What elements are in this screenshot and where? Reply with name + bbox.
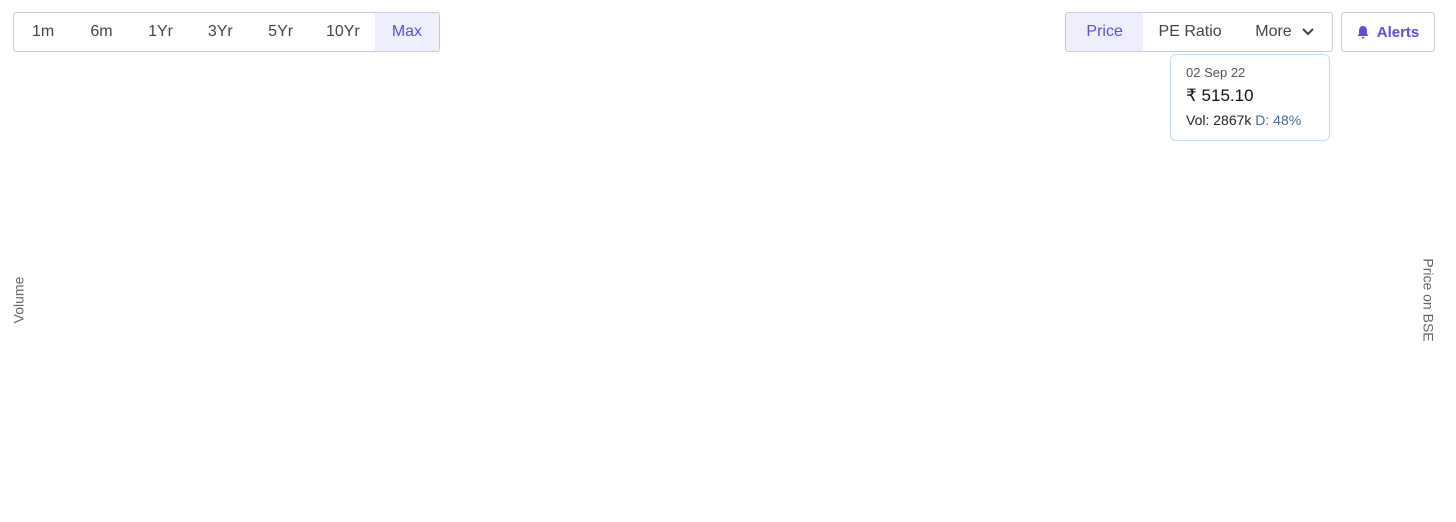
range-button[interactable]: 1Yr bbox=[148, 23, 173, 40]
tooltip-delivery-label: D: bbox=[1255, 112, 1270, 128]
view-button[interactable]: PE Ratio bbox=[1158, 23, 1222, 40]
tooltip-delivery: 48% bbox=[1273, 112, 1302, 128]
range-button[interactable]: 10Yr bbox=[325, 23, 360, 40]
alerts-label: Alerts bbox=[1376, 23, 1420, 41]
view-group: Price PE Ratio More 01002003004005006000… bbox=[1065, 12, 1333, 52]
range-group: 1m 6m 1Yr 3Yr 5Yr 10Yr Max bbox=[13, 12, 440, 52]
tooltip-price: ₹ 515.10 bbox=[1186, 86, 1254, 105]
range-button[interactable]: Max bbox=[374, 13, 439, 51]
y-axis-title: Volume bbox=[11, 276, 27, 323]
range-button[interactable]: 6m bbox=[90, 23, 113, 40]
tooltip-date: 02 Sep 22 bbox=[1186, 65, 1246, 80]
range-button[interactable]: 5Yr bbox=[268, 23, 294, 40]
range-button[interactable]: 1m bbox=[31, 23, 55, 40]
y2-axis-title: Price on BSE bbox=[1420, 258, 1436, 341]
more-label: More bbox=[1255, 23, 1292, 40]
view-button[interactable]: Price bbox=[1066, 13, 1144, 51]
tooltip: 02 Sep 22 ₹ 515.10 Vol: 2867k D: 48% bbox=[1170, 54, 1330, 141]
chevron-icon: 010020030040050060005000k10000k15000k200… bbox=[1301, 28, 1314, 36]
tooltip-volume: Vol: 2867k bbox=[1186, 112, 1252, 128]
more-button[interactable]: More 010020030040050060005000k10000k1500… bbox=[1237, 13, 1332, 51]
alerts-button[interactable]: Alerts bbox=[1341, 12, 1435, 52]
range-button[interactable]: 3Yr bbox=[207, 23, 233, 40]
bell-icon bbox=[1357, 26, 1369, 39]
